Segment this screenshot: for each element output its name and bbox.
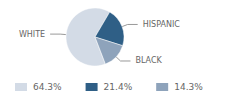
svg-text:64.3%: 64.3% xyxy=(33,82,62,92)
svg-text:14.3%: 14.3% xyxy=(174,82,203,92)
svg-text:HISPANIC: HISPANIC xyxy=(143,20,181,29)
svg-text:21.4%: 21.4% xyxy=(104,82,133,92)
svg-text:BLACK: BLACK xyxy=(135,56,162,65)
svg-text:WHITE: WHITE xyxy=(19,30,45,39)
